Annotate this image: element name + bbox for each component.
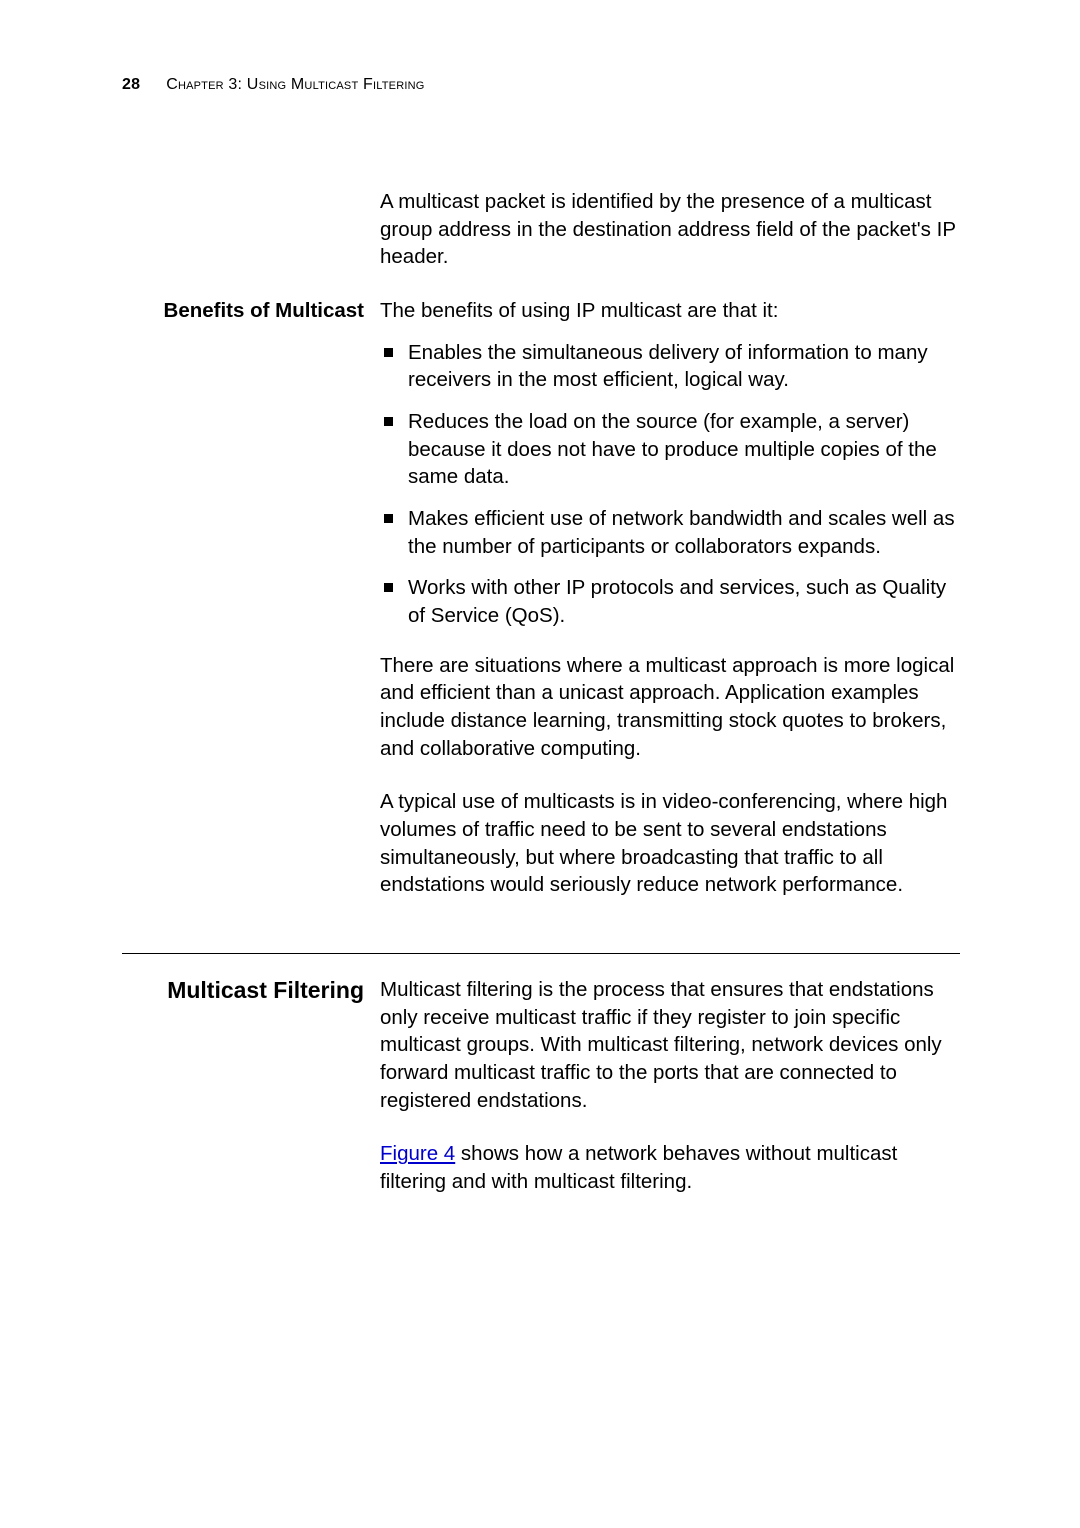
benefits-heading-col: Benefits of Multicast <box>122 297 380 325</box>
benefits-para-1: There are situations where a multicast a… <box>380 652 960 763</box>
list-item: Reduces the load on the source (for exam… <box>408 408 960 491</box>
filtering-body: Multicast filtering is the process that … <box>380 976 960 1222</box>
filtering-para-1: Multicast filtering is the process that … <box>380 976 960 1114</box>
intro-paragraph: A multicast packet is identified by the … <box>380 188 960 271</box>
benefits-list: Enables the simultaneous delivery of inf… <box>380 339 960 630</box>
section-divider <box>122 953 960 954</box>
benefits-row: Benefits of Multicast The benefits of us… <box>122 297 960 925</box>
filtering-para-2-rest: shows how a network behaves without mult… <box>380 1142 897 1193</box>
figure-link[interactable]: Figure 4 <box>380 1142 455 1165</box>
benefits-para-2: A typical use of multicasts is in video-… <box>380 788 960 899</box>
running-header: 28 Chapter 3: Using Multicast Filtering <box>122 76 960 94</box>
benefits-heading: Benefits of Multicast <box>164 299 364 322</box>
chapter-label: Chapter 3: Using Multicast Filtering <box>166 76 424 94</box>
content-area: A multicast packet is identified by the … <box>122 188 960 1222</box>
intro-row: A multicast packet is identified by the … <box>122 188 960 297</box>
filtering-heading-col: Multicast Filtering <box>122 976 380 1006</box>
filtering-heading: Multicast Filtering <box>167 977 364 1003</box>
list-item: Makes efficient use of network bandwidth… <box>408 505 960 560</box>
page: 28 Chapter 3: Using Multicast Filtering … <box>0 0 1080 1528</box>
list-item: Enables the simultaneous delivery of inf… <box>408 339 960 394</box>
list-item: Works with other IP protocols and servic… <box>408 574 960 629</box>
intro-right: A multicast packet is identified by the … <box>380 188 960 297</box>
benefits-lead: The benefits of using IP multicast are t… <box>380 297 960 325</box>
filtering-row: Multicast Filtering Multicast filtering … <box>122 976 960 1222</box>
filtering-para-2: Figure 4 shows how a network behaves wit… <box>380 1140 960 1195</box>
page-number: 28 <box>122 76 140 94</box>
benefits-body: The benefits of using IP multicast are t… <box>380 297 960 925</box>
